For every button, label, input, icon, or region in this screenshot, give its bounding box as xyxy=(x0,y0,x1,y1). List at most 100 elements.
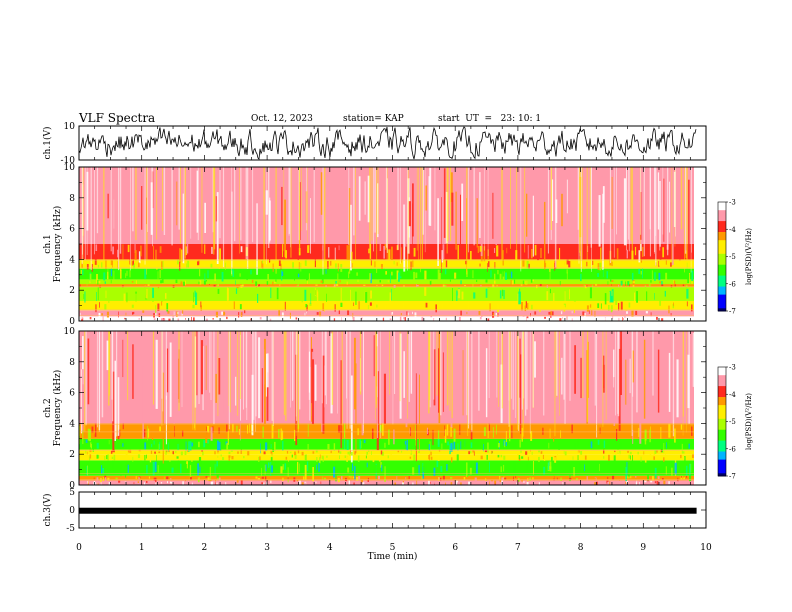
colorbar-segment xyxy=(718,286,726,290)
spectrogram-streak xyxy=(665,466,667,475)
spectrogram-streak xyxy=(376,284,378,286)
spectrogram-streak xyxy=(404,174,407,247)
spectrogram-spike xyxy=(525,331,527,416)
spectrogram-streak xyxy=(512,305,515,310)
colorbar-tick-label: -3 xyxy=(729,199,736,207)
spectrogram-streak xyxy=(309,302,312,306)
spectrogram-streak xyxy=(129,269,131,278)
spectrogram-streak xyxy=(291,311,294,314)
spectrogram-streak xyxy=(680,424,683,430)
spectrogram-streak xyxy=(566,316,568,320)
spectrogram-streak xyxy=(467,465,469,477)
spectrogram-streak xyxy=(532,195,534,257)
x-tick-label: 6 xyxy=(452,543,458,553)
spectrogram-streak xyxy=(340,287,342,301)
spectrogram-streak xyxy=(442,284,445,287)
spectrogram-streak xyxy=(464,269,466,277)
spectrogram-streak xyxy=(334,461,336,471)
spectrogram-spike xyxy=(246,331,248,420)
spectrogram-streak xyxy=(352,463,354,471)
spectrogram-streak xyxy=(282,244,283,258)
spectrogram-streak xyxy=(464,481,467,485)
spectrogram-streak xyxy=(510,271,513,279)
spectrogram-streak xyxy=(556,244,559,257)
spectrogram-streak xyxy=(337,477,340,483)
spectrogram-streak xyxy=(214,464,216,475)
spectrogram-spike xyxy=(376,167,378,273)
spectrogram-streak xyxy=(562,260,565,267)
spectrogram-streak xyxy=(579,462,581,475)
spectrogram-streak xyxy=(322,318,325,321)
spectrogram-streak xyxy=(393,429,395,445)
spectrogram-streak xyxy=(185,318,186,320)
spectrogram-streak xyxy=(627,281,629,285)
spectrogram-spike xyxy=(582,331,584,398)
spectrogram-streak xyxy=(368,292,370,302)
spectrogram-spike xyxy=(407,331,408,419)
spectrogram-streak xyxy=(349,451,350,456)
spectrogram-streak xyxy=(168,318,171,321)
spectrogram-streak xyxy=(597,439,600,445)
spectrogram-streak xyxy=(696,457,697,459)
spectrogram-streak xyxy=(284,301,286,311)
colorbar-segment xyxy=(718,232,726,236)
spectrogram-streak xyxy=(609,290,612,303)
colorbar-segment xyxy=(718,421,726,425)
spectrogram-streak xyxy=(125,273,127,278)
spectrogram-streak xyxy=(475,269,478,274)
spectrogram-streak xyxy=(453,441,456,450)
spectrogram-streak xyxy=(494,280,496,284)
spectrogram-streak xyxy=(625,359,627,405)
spectrogram-streak xyxy=(334,304,336,312)
spectrogram-streak xyxy=(217,451,219,454)
spectrogram-streak xyxy=(380,450,383,455)
spectrogram-spike xyxy=(684,167,685,273)
spectrogram-streak xyxy=(621,280,623,284)
spectrogram-streak xyxy=(247,425,249,434)
spectrogram-streak xyxy=(577,455,579,460)
spectrogram-streak xyxy=(460,194,461,256)
spectrogram-streak xyxy=(330,260,332,266)
spectrogram-streak xyxy=(319,457,321,464)
spectrogram-streak xyxy=(132,456,134,462)
spectrogram-streak xyxy=(433,467,436,476)
spectrogram-streak xyxy=(121,476,123,480)
spectrogram-streak xyxy=(294,192,297,228)
spectrogram-streak xyxy=(337,273,339,284)
spectrogram-streak xyxy=(473,444,476,448)
spectrogram-streak xyxy=(237,475,239,481)
spectrogram-streak xyxy=(616,429,618,441)
spectrogram-spike xyxy=(348,167,350,245)
spectrogram-streak xyxy=(281,312,284,317)
spectrogram-streak xyxy=(429,280,432,285)
spectrogram-streak xyxy=(288,249,289,258)
spectrogram-streak xyxy=(307,245,310,253)
spectrogram-spike xyxy=(440,331,442,416)
spectrogram-streak xyxy=(182,193,184,264)
spectrogram-streak xyxy=(333,318,336,321)
spectrogram-streak xyxy=(348,271,350,279)
spectrogram-streak xyxy=(161,301,163,306)
spectrogram-streak xyxy=(673,280,674,284)
spectrogram-streak xyxy=(405,477,407,480)
spectrogram-streak xyxy=(504,440,506,448)
colorbar-segment xyxy=(718,237,726,241)
spectrogram-streak xyxy=(658,462,660,474)
spectrogram-streak xyxy=(284,463,286,470)
spectrogram-streak xyxy=(287,467,289,483)
spectrogram-streak xyxy=(191,456,193,462)
spectrogram-streak xyxy=(358,476,361,480)
spectrogram-streak xyxy=(539,480,541,483)
spectrogram-streak xyxy=(97,287,99,301)
spectrogram-streak xyxy=(594,310,596,317)
spectrogram-spike xyxy=(359,331,362,395)
spectrogram-streak xyxy=(557,451,559,456)
spectrogram-spike xyxy=(510,331,512,399)
spectrogram-streak xyxy=(680,454,682,459)
spectrogram-streak xyxy=(406,311,408,317)
spectrogram-streak xyxy=(256,481,258,485)
spectrogram-streak xyxy=(477,280,480,284)
spectrogram-streak xyxy=(383,268,385,275)
spectrogram-streak xyxy=(619,450,621,455)
spectrogram-streak xyxy=(569,289,570,300)
